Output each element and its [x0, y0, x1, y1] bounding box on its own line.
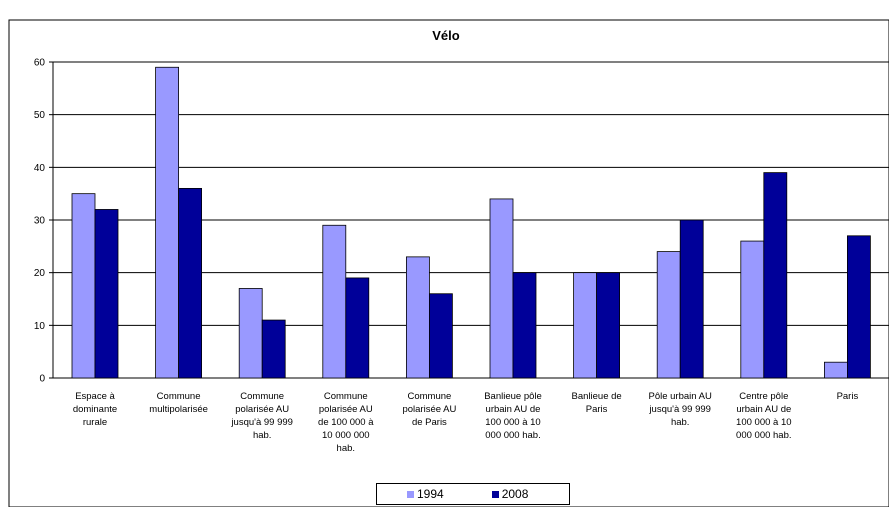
- y-tick-label: 40: [34, 163, 46, 174]
- x-tick-label: Banlieue de Paris: [571, 391, 622, 415]
- bar-1994-2: [238, 288, 263, 379]
- bar-2008-0: [94, 209, 119, 379]
- bar-2008-6: [596, 272, 620, 379]
- legend-label-2008: 2008: [501, 487, 529, 501]
- legend-swatch-1994: [407, 490, 414, 498]
- y-tick-label: 50: [34, 110, 46, 121]
- x-tick-label: Commune polarisée AU jusqu'à 99 999 hab.: [231, 391, 293, 441]
- bar-1994-7: [656, 251, 681, 379]
- bar-1994-8: [740, 240, 765, 379]
- y-tick-label: 20: [34, 268, 46, 279]
- bar-1994-0: [71, 193, 96, 379]
- y-tick-label: 30: [34, 216, 46, 227]
- legend-item-1994: 1994: [407, 487, 444, 501]
- x-tick-label: Commune polarisée AU de Paris: [402, 391, 457, 428]
- y-tick-label: 60: [34, 58, 46, 69]
- axis-layer: 0 10 20 30 40 50 60: [34, 58, 54, 385]
- bar-2008-1: [178, 187, 203, 379]
- bar-2008-7: [679, 219, 704, 379]
- legend-swatch-2008: [491, 490, 499, 498]
- x-tick-label: Paris: [836, 391, 859, 402]
- bar-2008-5: [512, 272, 537, 379]
- bar-2008-4: [428, 293, 453, 379]
- bar-1994-5: [489, 198, 514, 379]
- x-tick-label: Commune multipolarisée: [149, 391, 208, 415]
- legend-label-1994: 1994: [417, 487, 444, 501]
- x-tick-label: Espace à dominante rurale: [72, 391, 118, 428]
- y-tick-label: 0: [39, 374, 45, 385]
- bar-1994-4: [405, 256, 430, 379]
- bar-2008-8: [763, 172, 788, 379]
- bar-1994-6: [573, 272, 597, 379]
- bar-2008-9: [847, 235, 871, 379]
- x-tick-label: Commune polarisée AU de 100 000 à 10 000…: [318, 391, 374, 454]
- bar-1994-3: [322, 224, 347, 379]
- legend-item-2008: 2008: [491, 487, 529, 501]
- bar-2008-2: [261, 319, 286, 379]
- bar-1994-9: [824, 361, 848, 379]
- y-tick-label: 10: [34, 321, 46, 332]
- chart-title: Vélo: [432, 28, 460, 43]
- legend: 1994 2008: [376, 483, 570, 505]
- bars-layer: [71, 66, 871, 379]
- bar-1994-1: [155, 66, 180, 379]
- x-tick-label: Centre pôle urbain AU de 100 000 à 10 00…: [736, 391, 792, 441]
- x-tick-label: Pôle urbain AU jusqu'à 99 999 hab.: [648, 391, 712, 428]
- bar-2008-3: [345, 277, 370, 379]
- x-tick-label: Banlieue pôle urbain AU de 100 000 à 10 …: [484, 391, 542, 441]
